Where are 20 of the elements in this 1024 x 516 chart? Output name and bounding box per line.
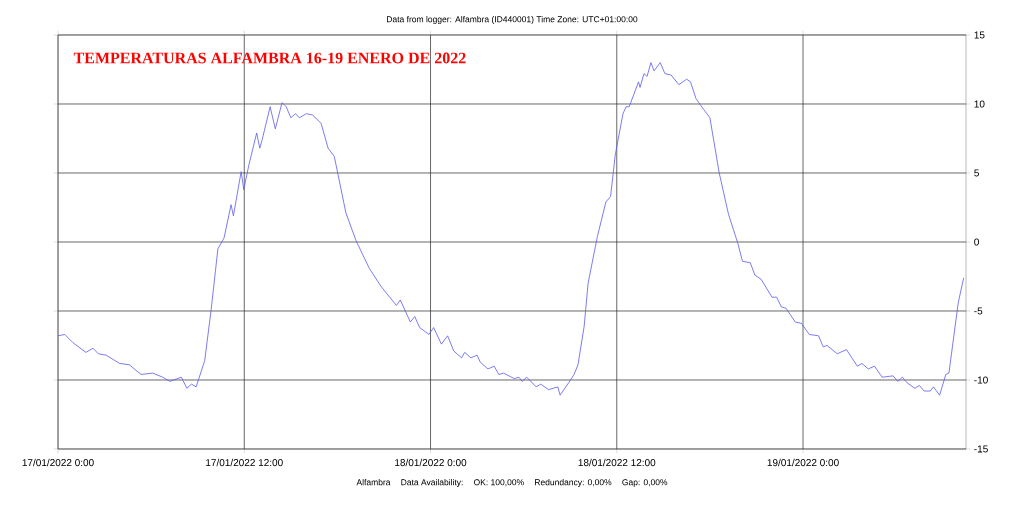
y-tick-label: 5 <box>974 169 979 177</box>
text: Gap: 0,00% <box>622 479 668 487</box>
y-tick-label: -5 <box>974 307 983 315</box>
y-tick-label: 15 <box>974 31 985 39</box>
y-tick-label: -15 <box>974 445 988 453</box>
y-tick-label: 0 <box>974 238 979 246</box>
x-tick-label: 17/01/2022 0:00 <box>22 458 94 467</box>
text: TEMPERATURAS ALFAMBRA 16-19 ENERO DE 2022 <box>73 52 466 64</box>
text: Data Availability: <box>401 479 463 487</box>
x-tick-label: 17/01/2022 12:00 <box>206 458 283 467</box>
x-tick-label: 19/01/2022 0:00 <box>767 458 839 467</box>
y-tick-label: -10 <box>974 376 988 384</box>
y-tick-label: 10 <box>974 100 985 108</box>
line-series <box>57 62 965 396</box>
text: Alfambra <box>356 479 391 486</box>
text: Redundancy: 0,00% <box>535 479 612 487</box>
text: OK: 100,00% <box>473 479 524 487</box>
chart-title: Data from logger: Alfambra (ID440001) Time Zone: UTC+01:00:00 <box>386 16 638 24</box>
x-tick-label: 18/01/2022 0:00 <box>395 458 467 467</box>
x-tick-label: 18/01/2022 12:00 <box>578 458 656 467</box>
